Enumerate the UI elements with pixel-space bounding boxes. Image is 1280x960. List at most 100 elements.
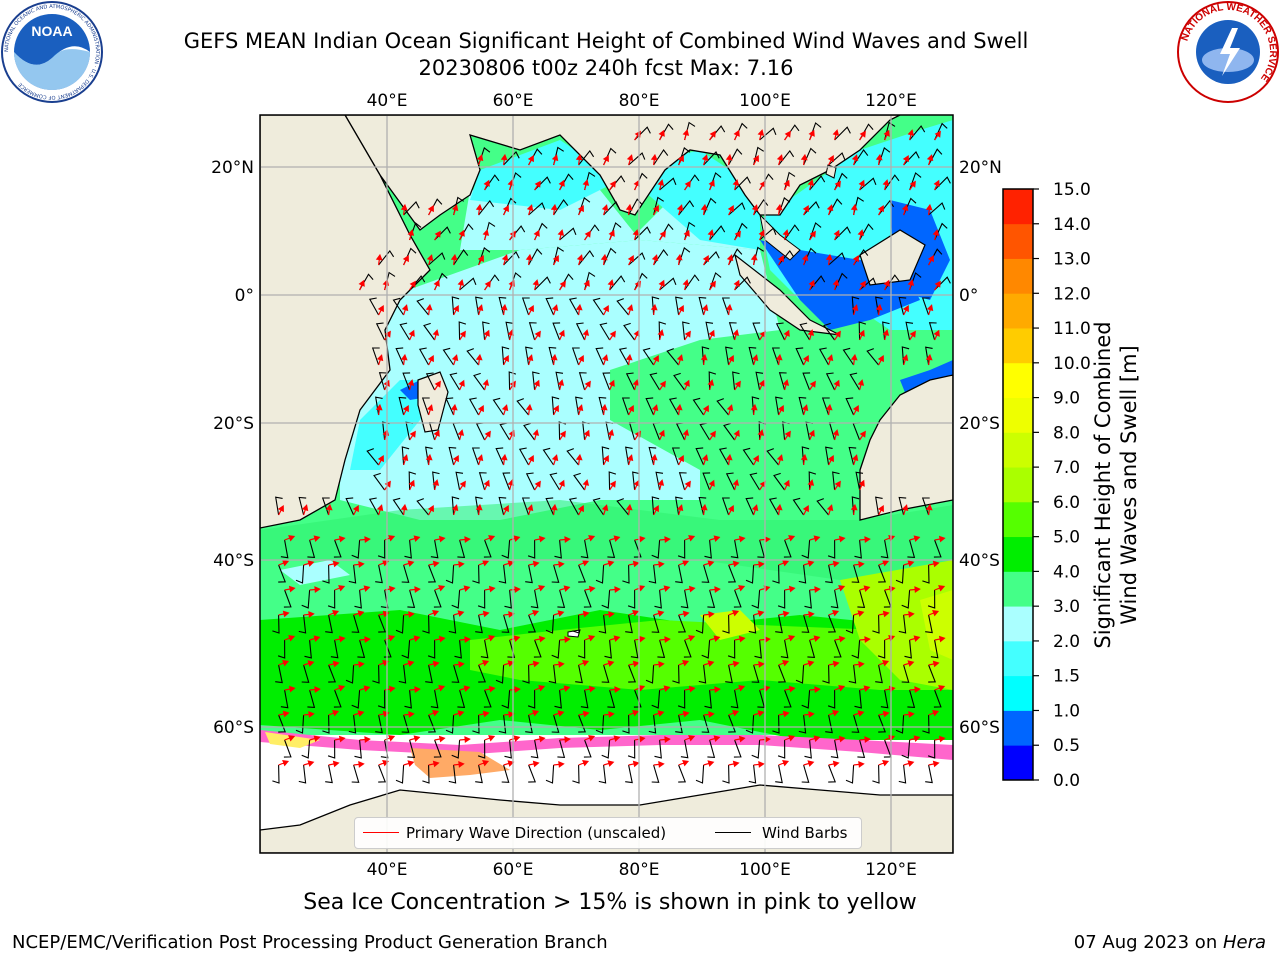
wave-direction-arrow: [603, 611, 615, 618]
map-frame: [259, 114, 954, 854]
wave-direction-arrow: [726, 404, 734, 416]
wave-direction-arrow: [928, 709, 940, 717]
wave-direction-arrow: [653, 761, 665, 768]
wave-direction-arrow: [534, 735, 546, 743]
wind-barb: [348, 714, 357, 734]
wave-direction-arrow: [650, 153, 658, 166]
wind-barb: [795, 664, 805, 684]
wave-direction-arrow: [625, 203, 633, 216]
wave-direction-arrow: [433, 429, 440, 441]
wind-barb: [857, 589, 866, 609]
wind-barb-legend-label: Wind Barbs: [762, 824, 848, 842]
wave-direction-arrow: [427, 204, 434, 216]
lat-tick-right: 60°S: [959, 718, 1000, 738]
wind-barb: [627, 739, 636, 759]
wave-direction-arrow: [384, 735, 396, 742]
wave-direction-arrow: [459, 330, 466, 341]
wave-direction-arrow: [677, 154, 684, 166]
wave-direction-arrow: [702, 254, 709, 266]
wind-barb: [898, 764, 907, 784]
wave-direction-arrow: [576, 404, 584, 416]
wave-direction-arrow: [728, 609, 740, 617]
wave-direction-arrow: [284, 735, 296, 742]
wave-direction-arrow: [753, 710, 765, 717]
wave-direction-arrow: [902, 304, 909, 316]
wave-direction-arrow: [577, 204, 584, 216]
wave-direction-arrow: [657, 479, 665, 491]
wave-direction-arrow: [709, 635, 721, 642]
wind-barb: [833, 639, 842, 658]
wave-direction-arrow: [859, 280, 866, 291]
wind-barb: [772, 714, 780, 734]
wind-barb: [830, 589, 839, 609]
colorbar-segment: [1003, 328, 1033, 364]
wind-barb: [283, 739, 292, 758]
wave-direction-arrow: [503, 611, 515, 618]
wave-direction-arrow: [882, 179, 890, 191]
wind-barb: [701, 564, 710, 583]
wave-direction-arrow: [609, 480, 616, 491]
wave-direction-arrow: [425, 453, 433, 466]
wave-direction-arrow: [284, 685, 296, 693]
wind-barb: [855, 471, 864, 491]
wave-direction-arrow: [708, 479, 715, 491]
wind-barb: [877, 639, 886, 659]
wind-barb: [845, 764, 855, 784]
wave-direction-arrow: [509, 635, 521, 642]
wave-direction-arrow: [578, 610, 590, 618]
wave-direction-arrow: [934, 535, 946, 543]
wave-direction-arrow: [403, 611, 415, 618]
wind-barb: [425, 372, 436, 391]
wave-direction-arrow: [807, 329, 815, 341]
wind-barb: [732, 371, 740, 391]
wind-barb: [851, 564, 860, 583]
wave-direction-arrow: [626, 154, 634, 166]
wave-direction-arrow: [301, 504, 309, 516]
wind-barb: [727, 639, 736, 659]
wind-barb: [668, 397, 680, 416]
wind-barb: [698, 664, 707, 684]
wave-direction-arrow: [409, 686, 421, 693]
wave-direction-arrow: [558, 179, 565, 191]
wind-barb: [402, 372, 411, 391]
wind-barb: [607, 689, 616, 709]
wave-direction-arrow: [775, 353, 783, 366]
wind-barb: [601, 664, 610, 683]
wave-direction-arrow: [328, 660, 340, 668]
wave-direction-arrow: [608, 379, 615, 391]
wave-direction-arrow: [575, 153, 583, 166]
wave-direction-arrow: [801, 404, 809, 416]
wave-direction-arrow: [426, 254, 434, 266]
wave-direction-arrow: [684, 685, 696, 693]
wave-direction-arrow: [459, 736, 471, 743]
wind-barb: [398, 396, 407, 416]
wind-barb: [572, 614, 580, 634]
wind-barb: [723, 422, 736, 441]
wind-barb: [733, 589, 742, 608]
wave-direction-arrow: [482, 379, 490, 391]
wave-direction-arrow: [851, 304, 859, 316]
colorbar-tick-label: 11.0: [1053, 319, 1091, 339]
wind-barb: [666, 348, 680, 366]
wind-barb: [395, 614, 405, 634]
wind-barb: [718, 447, 730, 466]
wind-barb: [695, 764, 705, 784]
wind-barb: [351, 689, 361, 709]
wave-direction-arrow: [828, 760, 840, 768]
wave-direction-arrow: [603, 760, 615, 767]
wind-barb: [548, 664, 557, 684]
wave-direction-arrow: [834, 635, 846, 643]
wind-barb: [928, 322, 937, 341]
wave-direction-arrow: [657, 329, 665, 341]
wind-barb: [604, 639, 612, 659]
wave-direction-arrow: [325, 503, 333, 516]
wind-barb: [898, 614, 907, 634]
wave-direction-arrow: [778, 610, 790, 618]
wind-barb: [501, 764, 510, 783]
wind-barb: [328, 664, 336, 683]
wave-direction-arrow: [925, 353, 933, 366]
wind-barb: [816, 498, 830, 516]
colorbar-segment: [1003, 258, 1033, 294]
wind-barb: [468, 397, 480, 416]
wave-direction-arrow: [358, 279, 365, 291]
